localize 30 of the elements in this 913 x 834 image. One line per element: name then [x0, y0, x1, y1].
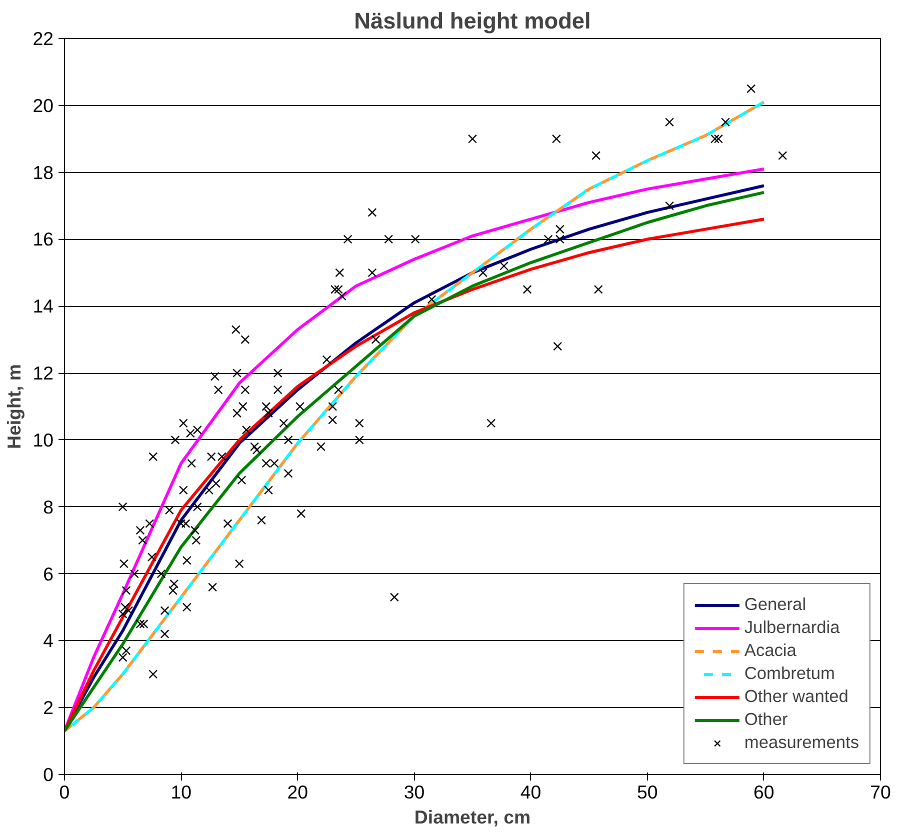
legend-label: Combretum	[744, 663, 835, 684]
x-axis-title: Diameter, cm	[414, 806, 531, 828]
y-tick-label: 20	[32, 94, 54, 116]
chart-title: Näslund height model	[354, 8, 591, 34]
x-tick-label: 50	[636, 782, 658, 802]
x-tick-label: 70	[870, 782, 891, 802]
legend-label: measurements	[744, 732, 859, 753]
y-tick-label: 18	[32, 162, 54, 183]
x-tick-label: 30	[404, 782, 425, 802]
legend-label: Julbernardia	[744, 617, 840, 638]
x-tick-label: 10	[170, 782, 192, 802]
legend-label: Acacia	[744, 640, 796, 661]
y-tick-label: 12	[32, 362, 54, 384]
y-tick-label: 2	[43, 697, 54, 718]
legend-label: General	[744, 594, 806, 615]
y-tick-label: 22	[32, 28, 54, 49]
y-tick-label: 8	[43, 496, 54, 518]
x-tick-label: 0	[59, 782, 70, 802]
y-tick-label: 14	[32, 296, 54, 317]
legend-label: Other wanted	[744, 686, 848, 707]
y-tick-label: 6	[43, 563, 54, 584]
y-tick-label: 10	[32, 429, 54, 450]
y-tick-label: 0	[43, 764, 54, 785]
y-tick-label: 16	[32, 228, 54, 250]
y-axis-title: Height, m	[4, 364, 25, 449]
y-tick-label: 4	[43, 630, 54, 652]
x-tick-label: 40	[520, 782, 542, 802]
legend-label: Other	[744, 709, 788, 730]
x-tick-label: 60	[754, 782, 774, 802]
x-tick-label: 20	[287, 782, 308, 802]
